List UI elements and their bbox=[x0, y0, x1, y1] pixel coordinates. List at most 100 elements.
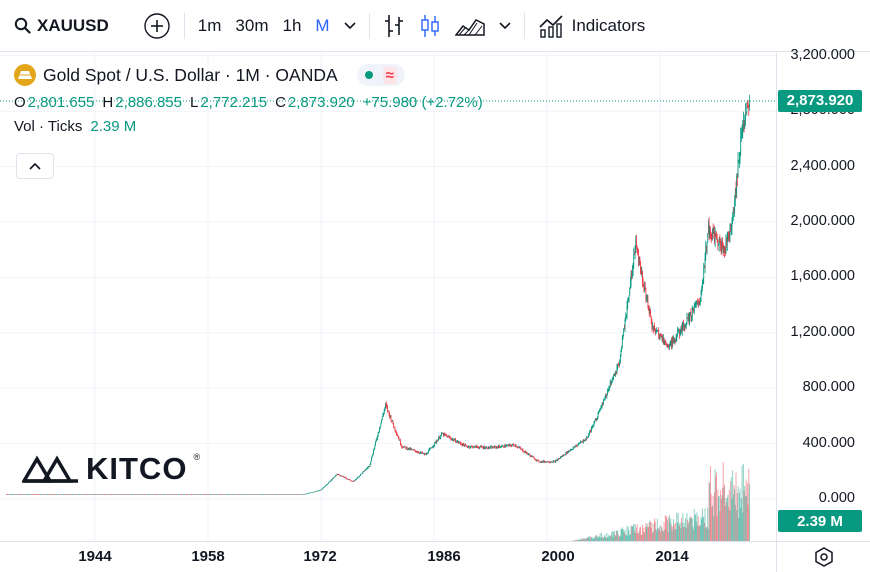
candle-body bbox=[425, 453, 427, 455]
candle-body bbox=[287, 494, 289, 495]
candle-body bbox=[19, 494, 21, 495]
candle-body bbox=[314, 491, 316, 493]
candle-body bbox=[334, 476, 336, 477]
candle-body bbox=[420, 452, 422, 453]
candle-body bbox=[712, 230, 714, 233]
candle-body bbox=[126, 494, 128, 495]
candle-body bbox=[716, 234, 717, 236]
candle-body bbox=[418, 452, 420, 454]
candle-body bbox=[114, 494, 116, 495]
candle-body bbox=[229, 494, 230, 495]
candle-body bbox=[667, 344, 669, 346]
candle-body bbox=[430, 447, 431, 449]
candle-body bbox=[694, 304, 696, 307]
candles-style-button[interactable] bbox=[412, 9, 448, 43]
volume-bar bbox=[608, 534, 610, 541]
market-status-pill[interactable]: ≈ bbox=[356, 64, 405, 86]
candle-body bbox=[371, 457, 372, 462]
interval-dropdown[interactable] bbox=[337, 9, 363, 43]
indicators-button[interactable]: Indicators bbox=[531, 9, 653, 43]
candle-body bbox=[180, 494, 181, 495]
candle-body bbox=[506, 445, 508, 446]
candle-body bbox=[652, 326, 654, 330]
volume-bar bbox=[691, 517, 693, 541]
candle-body bbox=[89, 494, 90, 495]
candle-body bbox=[702, 280, 703, 289]
candle-body bbox=[453, 440, 455, 441]
candle-body bbox=[477, 446, 479, 448]
candle-body bbox=[515, 445, 516, 447]
volume-bar bbox=[707, 507, 709, 541]
price-chart[interactable] bbox=[0, 53, 776, 541]
candle-body bbox=[358, 475, 360, 477]
interval-monthly[interactable]: M bbox=[315, 15, 330, 35]
candle-body bbox=[617, 364, 619, 365]
candle-body bbox=[500, 447, 501, 448]
candle-body bbox=[620, 350, 622, 356]
volume-bar bbox=[665, 515, 667, 541]
kitco-watermark: KITCO ® bbox=[22, 451, 200, 487]
candle-body bbox=[198, 494, 199, 495]
volume-bar bbox=[576, 539, 578, 541]
candle-body bbox=[512, 444, 514, 446]
symbol-search-button[interactable]: XAUUSD bbox=[0, 9, 116, 43]
candle-body bbox=[81, 494, 83, 495]
candle-body bbox=[309, 492, 311, 494]
candle-body bbox=[494, 446, 496, 447]
candle-body bbox=[32, 494, 34, 495]
chart-style-dropdown[interactable] bbox=[492, 9, 518, 43]
candle-body bbox=[413, 449, 415, 451]
candle-body bbox=[459, 442, 460, 443]
candle-body bbox=[424, 453, 425, 455]
collapse-legend-button[interactable] bbox=[16, 153, 54, 179]
candle-body bbox=[267, 494, 269, 495]
compare-button[interactable] bbox=[136, 9, 178, 43]
volume-bar bbox=[579, 539, 581, 541]
volume-bar bbox=[646, 527, 648, 541]
volume-bar bbox=[691, 518, 693, 541]
area-style-button[interactable] bbox=[448, 9, 492, 43]
volume-bar bbox=[575, 540, 577, 541]
candle-body bbox=[580, 441, 581, 443]
candle-body bbox=[109, 494, 111, 495]
time-axis[interactable] bbox=[0, 541, 776, 572]
candle-body bbox=[731, 223, 733, 229]
candle-body bbox=[34, 494, 36, 495]
interval-1m[interactable]: 1m bbox=[197, 15, 222, 35]
candle-body bbox=[644, 286, 646, 289]
candle-body bbox=[99, 494, 101, 495]
candle-body bbox=[238, 494, 240, 495]
candle-body bbox=[38, 494, 40, 495]
candle-body bbox=[383, 413, 384, 415]
candle-body bbox=[593, 424, 594, 427]
interval-30m[interactable]: 30m bbox=[235, 15, 269, 35]
candle-body bbox=[241, 494, 242, 495]
candle-body bbox=[332, 478, 333, 480]
chart-settings-button[interactable] bbox=[776, 541, 870, 572]
candle-body bbox=[609, 382, 611, 388]
candle-body bbox=[77, 494, 79, 495]
bars-style-button[interactable] bbox=[376, 9, 412, 43]
candle-body bbox=[22, 494, 23, 495]
candle-body bbox=[85, 494, 87, 495]
candle-body bbox=[689, 314, 690, 322]
candle-body bbox=[702, 279, 704, 281]
volume-bar bbox=[671, 530, 673, 541]
volume-bar bbox=[675, 529, 677, 541]
volume-bar bbox=[738, 492, 740, 541]
candle-body bbox=[502, 445, 503, 447]
candle-body bbox=[615, 371, 617, 372]
close-value: 2,873.920 bbox=[287, 94, 355, 111]
candle-body bbox=[293, 494, 295, 495]
candle-body bbox=[511, 445, 513, 447]
candle-body bbox=[457, 441, 458, 442]
low-value: 2,772.215 bbox=[200, 94, 268, 111]
candle-body bbox=[725, 240, 727, 253]
price-axis[interactable]: 3,200.0002,800.0002,400.0002,000.0001,60… bbox=[776, 47, 870, 541]
interval-1h[interactable]: 1h bbox=[282, 15, 302, 35]
volume-bar bbox=[642, 527, 644, 541]
candle-body bbox=[693, 307, 694, 313]
candle-body bbox=[101, 494, 103, 495]
volume-bar bbox=[643, 531, 645, 541]
candle-body bbox=[541, 461, 543, 463]
